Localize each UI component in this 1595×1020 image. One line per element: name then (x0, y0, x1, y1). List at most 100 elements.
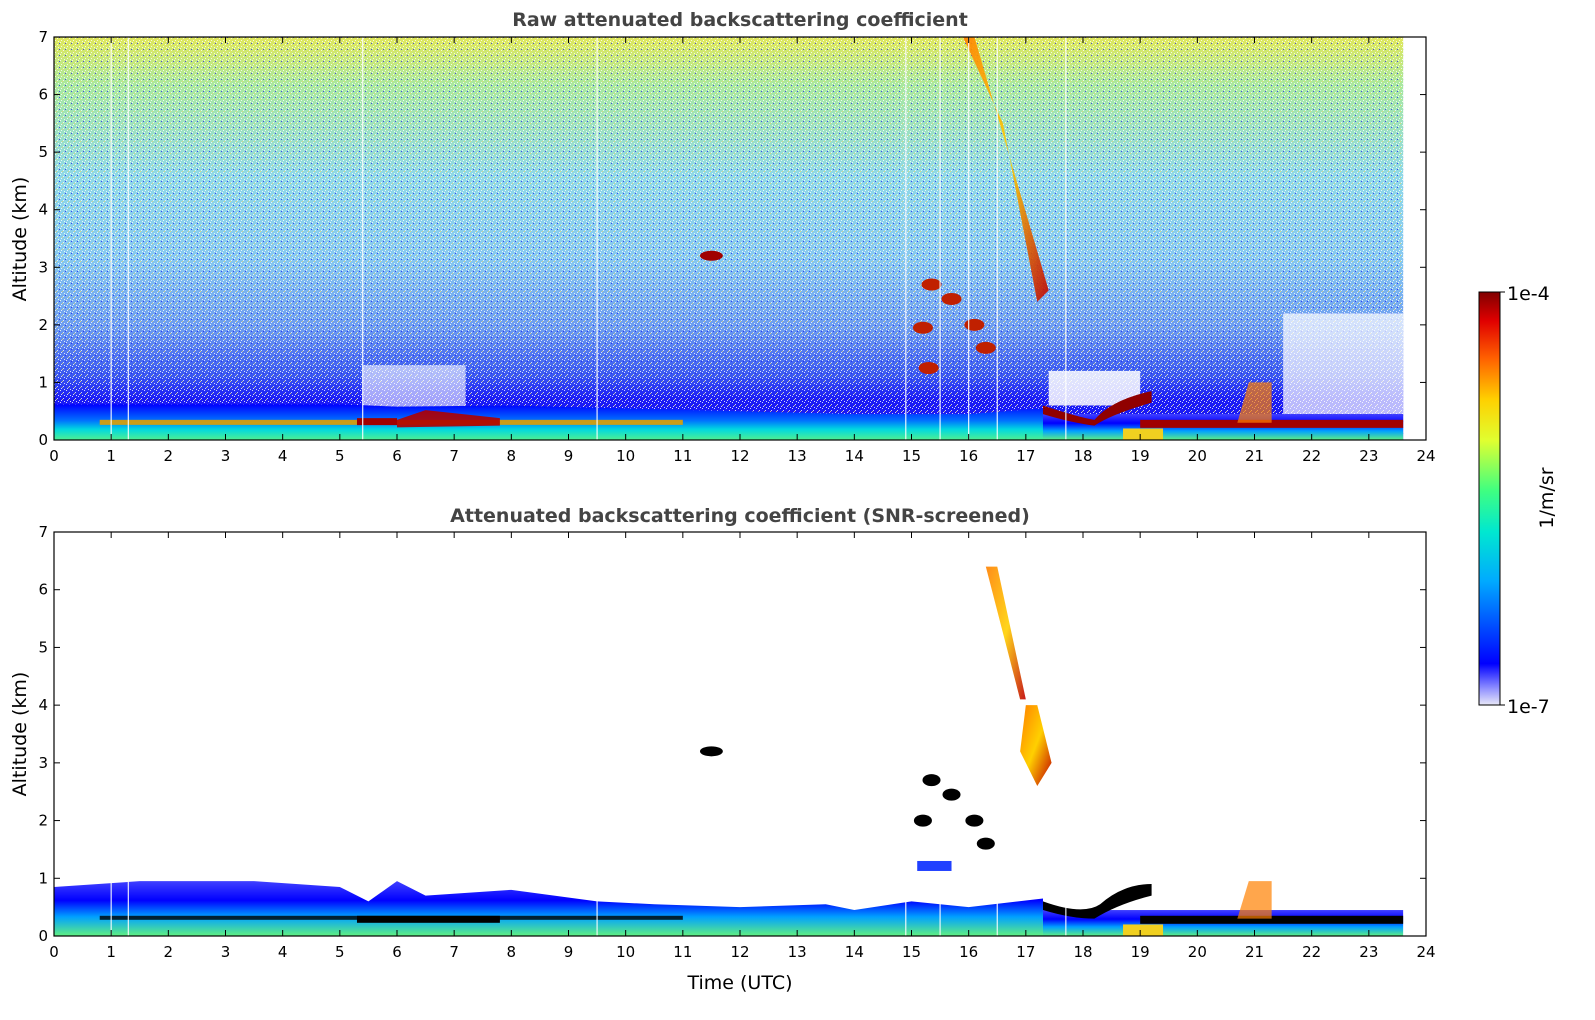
x-tick-label: 5 (335, 447, 345, 465)
x-tick-label: 17 (1016, 943, 1035, 961)
y-tick-label: 0 (38, 927, 48, 945)
y-tick-label: 6 (38, 581, 48, 599)
x-tick-label: 24 (1416, 447, 1435, 465)
x-tick-label: 12 (730, 943, 749, 961)
x-tick-label: 4 (278, 447, 288, 465)
x-tick-label: 0 (49, 447, 59, 465)
raw-heatmap (54, 37, 1404, 440)
snr-ice-streak (1020, 705, 1052, 786)
snr-elevated-cloud (699, 746, 723, 757)
raw-low-cloud (1140, 419, 1404, 428)
x-tick-label: 8 (507, 447, 517, 465)
x-tick-label: 14 (845, 943, 864, 961)
x-tick-label: 13 (788, 943, 807, 961)
raw-ice-streak (962, 37, 1049, 302)
x-tick-label: 0 (49, 943, 59, 961)
snr-boundary-cloud (1042, 884, 1152, 919)
y-tick-label: 5 (38, 638, 48, 656)
raw-clear-gap (1283, 313, 1404, 415)
snr-cloud-fragment (942, 788, 961, 801)
x-tick-label: 1 (106, 447, 116, 465)
snr-cloud-fragment (922, 774, 941, 787)
y-tick-label: 2 (38, 812, 48, 830)
snr-plot-area (54, 532, 1426, 936)
x-tick-label: 20 (1188, 447, 1207, 465)
snr-cloud-fragment (913, 814, 932, 827)
x-tick-label: 10 (616, 943, 635, 961)
x-tick-label: 20 (1188, 943, 1207, 961)
x-tick-label: 15 (902, 943, 921, 961)
raw-clear-gap (362, 365, 466, 409)
raw-cloud-turret (1237, 382, 1272, 423)
x-tick-label: 18 (1073, 447, 1092, 465)
snr-ice-streak (985, 566, 1026, 700)
colorbar-gradient (1478, 291, 1501, 706)
x-tick-label: 11 (673, 943, 692, 961)
x-tick-label: 4 (278, 943, 288, 961)
raw-residual-layer (397, 410, 500, 428)
y-tick-label: 7 (38, 28, 48, 46)
x-tick-label: 12 (730, 447, 749, 465)
x-tick-label: 14 (845, 447, 864, 465)
snr-panel-title: Attenuated backscattering coefficient (S… (450, 505, 1030, 527)
x-tick-label: 8 (507, 943, 517, 961)
raw-boundary-cloud (1042, 391, 1152, 426)
x-tick-label: 23 (1359, 447, 1378, 465)
raw-near-surface-layer (356, 418, 397, 426)
snr-x-ticks: 0 1 2 3 4 5 6 7 8 9 10 11 12 13 14 15 16 17 18 19 20 21 22 23 24 (49, 532, 1436, 961)
x-tick-label: 7 (449, 943, 459, 961)
snr-y-axis-label: Altitude (km) (9, 672, 31, 797)
x-tick-label: 6 (392, 943, 402, 961)
snr-y-ticks: 0 1 2 3 4 5 6 7 (38, 523, 1426, 945)
snr-residual-layer (356, 915, 500, 923)
raw-cloud-fragment (918, 362, 939, 375)
raw-x-ticks: 0 1 2 3 4 5 6 7 8 9 10 11 12 13 14 15 16 17 18 19 20 21 22 23 24 (49, 37, 1436, 465)
raw-y-ticks: 0 1 2 3 4 5 6 7 (38, 28, 1426, 449)
y-tick-label: 1 (38, 373, 48, 391)
x-axis-label: Time (UTC) (686, 972, 792, 994)
x-tick-label: 16 (959, 447, 978, 465)
x-tick-label: 9 (564, 943, 574, 961)
y-tick-label: 1 (38, 869, 48, 887)
colorbar-unit-label: 1/m/sr (1536, 467, 1558, 528)
raw-y-axis-label: Altitude (km) (9, 177, 31, 302)
x-tick-label: 9 (564, 447, 574, 465)
x-tick-label: 11 (673, 447, 692, 465)
snr-cloud-turret (1237, 881, 1272, 919)
x-tick-label: 22 (1302, 447, 1321, 465)
raw-panel-title: Raw attenuated backscattering coefficien… (512, 9, 968, 31)
raw-cloud-fragment (975, 341, 996, 354)
x-tick-label: 6 (392, 447, 402, 465)
snr-cloud-fragment (976, 837, 995, 850)
snr-cloud-fragment (917, 860, 952, 871)
y-tick-label: 5 (38, 143, 48, 161)
y-tick-label: 3 (38, 754, 48, 772)
x-tick-label: 10 (616, 447, 635, 465)
y-tick-label: 4 (38, 696, 48, 714)
x-tick-label: 23 (1359, 943, 1378, 961)
snr-low-cloud (1140, 915, 1404, 924)
x-tick-label: 24 (1416, 943, 1435, 961)
raw-backscatter-panel: Raw attenuated backscattering coefficien… (9, 9, 1436, 465)
y-tick-label: 7 (38, 523, 48, 541)
colorbar-min-label: 1e-7 (1507, 696, 1550, 718)
raw-cloud-fragment (912, 321, 933, 334)
y-tick-label: 4 (38, 201, 48, 219)
x-tick-label: 18 (1073, 943, 1092, 961)
x-tick-label: 3 (221, 447, 231, 465)
x-tick-label: 2 (164, 447, 174, 465)
x-tick-label: 2 (164, 943, 174, 961)
raw-cloud-fragment (921, 278, 942, 291)
x-tick-label: 1 (106, 943, 116, 961)
y-tick-label: 0 (38, 431, 48, 449)
raw-noise-texture (54, 37, 1404, 440)
x-tick-label: 19 (1131, 943, 1150, 961)
snr-aerosol-layer (54, 881, 1043, 936)
snr-surface-return (1123, 924, 1164, 936)
x-tick-label: 5 (335, 943, 345, 961)
raw-elevated-cloud (699, 250, 723, 261)
colorbar-max-label: 1e-4 (1507, 283, 1550, 305)
y-tick-label: 6 (38, 86, 48, 104)
x-tick-label: 15 (902, 447, 921, 465)
